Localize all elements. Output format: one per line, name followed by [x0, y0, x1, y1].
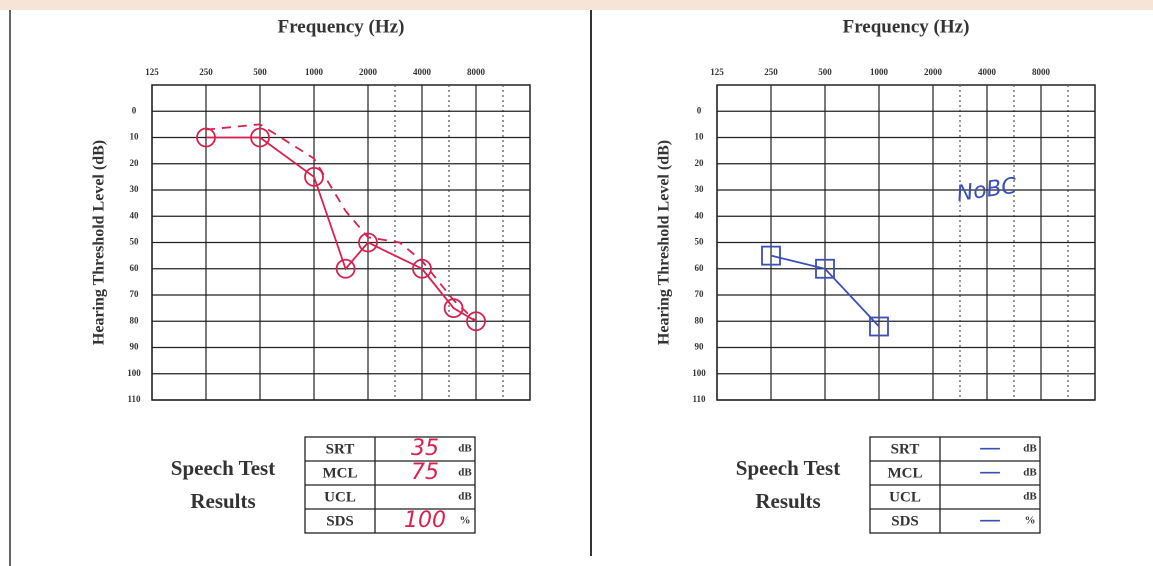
- row-unit: dB: [458, 467, 472, 479]
- speech-title: Speech Test: [171, 456, 275, 480]
- y-tick-label: 90: [130, 342, 140, 352]
- x-tick-label: 500: [253, 67, 267, 77]
- chart-title: Frequency (Hz): [843, 16, 970, 37]
- x-tick-label: 1000: [870, 67, 889, 77]
- x-tick-label: 250: [764, 67, 778, 77]
- row-label: SRT: [326, 441, 355, 457]
- y-tick-label: 50: [130, 237, 140, 247]
- x-tick-label: 2000: [924, 67, 943, 77]
- row-label: MCL: [323, 465, 358, 481]
- y-axis-label: Hearing Threshold Level (dB): [656, 140, 673, 345]
- y-tick-label: 50: [695, 237, 705, 247]
- row-unit: dB: [1023, 443, 1037, 455]
- row-label: SRT: [891, 441, 920, 457]
- x-tick-label: 125: [145, 67, 159, 77]
- y-tick-label: 40: [130, 210, 140, 220]
- row-value: 75: [411, 460, 439, 485]
- y-tick-label: 80: [695, 315, 705, 325]
- row-unit: dB: [458, 443, 472, 455]
- row-value: 35: [411, 436, 439, 461]
- y-tick-label: 60: [695, 263, 705, 273]
- y-tick-label: 20: [130, 158, 140, 168]
- x-tick-label: 250: [199, 67, 213, 77]
- page: Frequency (Hz) Hearing Threshold Level (d…: [0, 0, 1153, 566]
- y-tick-label: 20: [695, 158, 705, 168]
- y-tick-label: 40: [695, 210, 705, 220]
- x-tick-label: 8000: [467, 67, 486, 77]
- row-label: UCL: [324, 489, 356, 505]
- row-value: —: [979, 436, 1001, 461]
- y-tick-label: 90: [695, 342, 705, 352]
- top-strip: [0, 0, 1153, 10]
- row-label: UCL: [889, 489, 921, 505]
- x-tick-label: 2000: [359, 67, 378, 77]
- speech-title: Speech Test: [736, 456, 840, 480]
- y-tick-label: 30: [695, 184, 705, 194]
- row-label: MCL: [888, 465, 923, 481]
- x-tick-label: 125: [710, 67, 724, 77]
- row-unit: %: [1025, 515, 1036, 527]
- chart-title: Frequency (Hz): [278, 16, 405, 37]
- row-label: SDS: [891, 513, 919, 529]
- y-tick-label: 60: [130, 263, 140, 273]
- speech-title: Results: [190, 489, 255, 513]
- row-unit: dB: [1023, 467, 1037, 479]
- x-tick-label: 1000: [305, 67, 324, 77]
- row-unit: %: [460, 515, 471, 527]
- x-tick-label: 8000: [1032, 67, 1051, 77]
- y-axis-label: Hearing Threshold Level (dB): [91, 140, 108, 345]
- y-tick-label: 70: [130, 289, 140, 299]
- y-tick-label: 100: [692, 368, 706, 378]
- x-tick-label: 500: [818, 67, 832, 77]
- y-tick-label: 100: [127, 368, 141, 378]
- y-tick-label: 30: [130, 184, 140, 194]
- x-tick-label: 4000: [413, 67, 432, 77]
- row-label: SDS: [326, 513, 354, 529]
- row-value: 100: [404, 508, 446, 533]
- y-tick-label: 70: [695, 289, 705, 299]
- y-tick-label: 10: [695, 132, 705, 142]
- y-tick-label: 110: [692, 394, 706, 404]
- y-tick-label: 80: [130, 315, 140, 325]
- x-tick-label: 4000: [978, 67, 997, 77]
- y-tick-label: 110: [127, 394, 141, 404]
- y-tick-label: 0: [697, 105, 702, 115]
- row-unit: dB: [458, 491, 472, 503]
- speech-title: Results: [755, 489, 820, 513]
- row-value: —: [979, 508, 1001, 533]
- y-tick-label: 10: [130, 132, 140, 142]
- row-value: —: [979, 460, 1001, 485]
- row-unit: dB: [1023, 491, 1037, 503]
- y-tick-label: 0: [132, 105, 137, 115]
